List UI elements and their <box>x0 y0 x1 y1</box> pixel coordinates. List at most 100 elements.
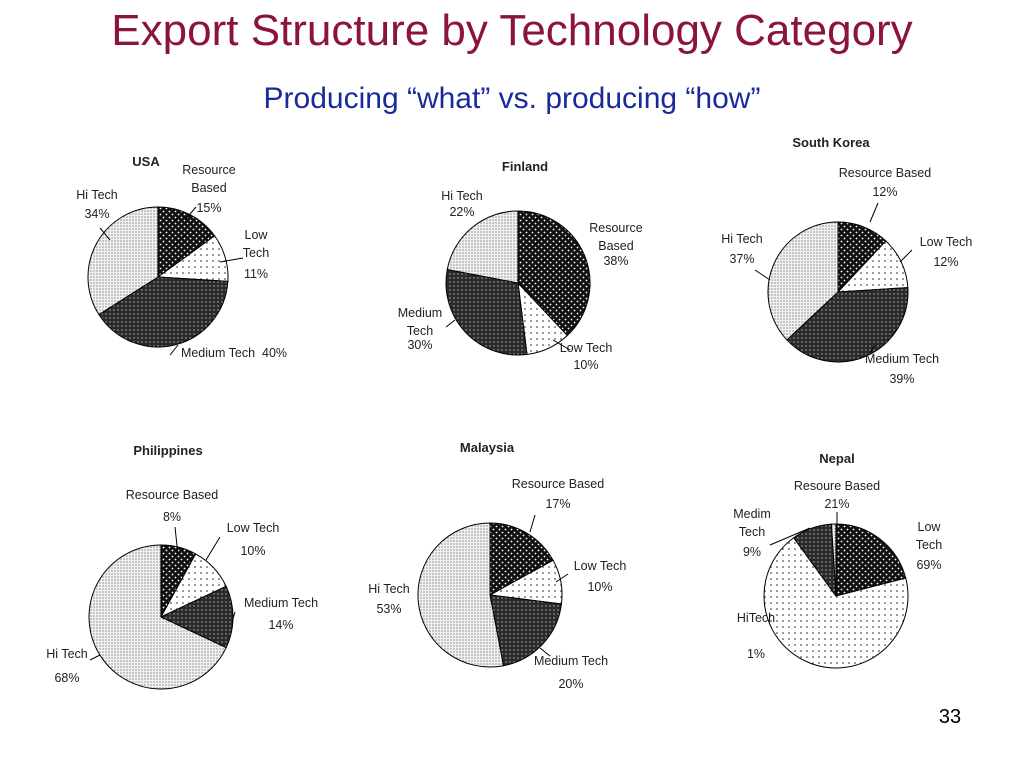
pie-slice-hi-tech <box>767 221 839 341</box>
chart-title: USA <box>132 154 160 169</box>
slice-label: HiTech <box>737 611 775 625</box>
chart-title: Malaysia <box>460 440 515 455</box>
slice-percent: 53% <box>376 602 401 616</box>
pie-chart-2 <box>767 221 909 363</box>
leader-line <box>174 526 179 556</box>
slice-label: Tech <box>739 525 765 539</box>
leader-line <box>231 611 236 623</box>
slice-label: Resource Based <box>839 166 931 180</box>
leader-line <box>899 249 913 263</box>
leader-line <box>445 319 456 328</box>
slice-percent: 10% <box>240 544 265 558</box>
slice-label: Based <box>598 239 633 253</box>
pie-slice-hi-tech <box>446 210 519 284</box>
leader-line <box>99 227 111 241</box>
pie-chart-3 <box>88 544 234 690</box>
slice-label: Based <box>191 181 226 195</box>
slice-percent: 20% <box>558 677 583 691</box>
slice-label: Low Tech <box>227 521 280 535</box>
slice-percent: 8% <box>163 510 181 524</box>
pie-slice-low-tech <box>763 537 909 669</box>
pie-slice-medium-tech <box>786 287 909 363</box>
pie-chart-5 <box>763 523 909 669</box>
slice-percent: 12% <box>872 185 897 199</box>
pie-chart-4 <box>417 522 563 668</box>
slice-label: Hi Tech <box>46 647 88 661</box>
slice-percent: 69% <box>916 558 941 572</box>
leader-line <box>184 206 197 221</box>
slice-label: Medim <box>733 507 771 521</box>
pie-slice-resource-based <box>489 522 554 596</box>
leader-line <box>219 257 244 263</box>
slice-label: Low <box>918 520 942 534</box>
slice-percent: 10% <box>573 358 598 372</box>
leader-line <box>89 654 101 661</box>
slide-title: Export Structure by Technology Category <box>111 6 913 55</box>
slide-subtitle: Producing “what” vs. producing “how” <box>263 82 761 115</box>
slice-percent: 68% <box>54 671 79 685</box>
pie-slice-medium-tech <box>159 585 234 649</box>
pie-slice-resource-based <box>517 210 591 337</box>
pie-slice-resoure-based <box>835 523 907 597</box>
pie-slice-medium-tech <box>489 594 562 667</box>
slice-percent: 34% <box>84 207 109 221</box>
slice-label: Tech <box>916 538 942 552</box>
slice-percent: 17% <box>545 497 570 511</box>
slice-percent: 11% <box>244 267 268 281</box>
page-number: 33 <box>938 706 962 728</box>
slice-percent: 30% <box>407 338 432 352</box>
slice-percent: 37% <box>729 252 754 266</box>
slice-percent: 22% <box>449 205 474 219</box>
slice-label: Resoure Based <box>794 479 880 493</box>
slice-label: Medium Tech <box>181 346 255 360</box>
slice-label: Low Tech <box>560 341 613 355</box>
slice-label: Hi Tech <box>721 232 763 246</box>
leader-line <box>869 202 879 223</box>
slice-label: Resource Based <box>126 488 218 502</box>
pie-slice-medium-tech <box>445 268 528 356</box>
slice-label: Hi Tech <box>441 189 483 203</box>
pie-slice-hi-tech <box>417 522 505 668</box>
slice-percent: 10% <box>587 580 612 594</box>
leader-line <box>529 514 536 533</box>
slice-label: Medium Tech <box>534 654 608 668</box>
slice-percent: 40% <box>262 346 287 360</box>
slice-percent: 14% <box>268 618 293 632</box>
slice-label: Resource <box>182 163 236 177</box>
leader-line <box>539 647 551 657</box>
slice-percent: 9% <box>743 545 761 559</box>
slice-label: Medium Tech <box>865 352 939 366</box>
chart-title: South Korea <box>792 135 870 150</box>
pie-slice-hi-tech <box>88 544 227 690</box>
chart-title: Finland <box>502 159 548 174</box>
slice-label: Low Tech <box>574 559 627 573</box>
leader-line <box>169 344 179 356</box>
slice-percent: 15% <box>196 201 221 215</box>
slice-label: Tech <box>243 246 269 260</box>
leader-line <box>869 344 876 354</box>
slice-label: Low Tech <box>920 235 973 249</box>
slice-label: Medium Tech <box>244 596 318 610</box>
slice-percent: 12% <box>933 255 958 269</box>
slice-percent: 39% <box>889 372 914 386</box>
slice-label: Resource Based <box>512 477 604 491</box>
slice-percent: 38% <box>603 254 628 268</box>
leader-line <box>769 527 811 546</box>
chart-title: Nepal <box>819 451 854 466</box>
leader-line <box>205 536 221 561</box>
pie-chart-0 <box>87 206 229 348</box>
slice-label: Resource <box>589 221 643 235</box>
slice-label: Medium <box>398 306 442 320</box>
slice-label: Hi Tech <box>368 582 410 596</box>
slice-percent: 21% <box>824 497 849 511</box>
slice-percent: 1% <box>747 647 765 661</box>
leader-line <box>552 339 571 351</box>
slice-label: Low <box>245 228 269 242</box>
pie-slice-hitech <box>830 523 837 597</box>
slice-label: Tech <box>407 324 433 338</box>
chart-title: Philippines <box>133 443 202 458</box>
slice-label: Hi Tech <box>76 188 118 202</box>
leader-line <box>555 573 569 583</box>
leader-line <box>754 269 771 281</box>
